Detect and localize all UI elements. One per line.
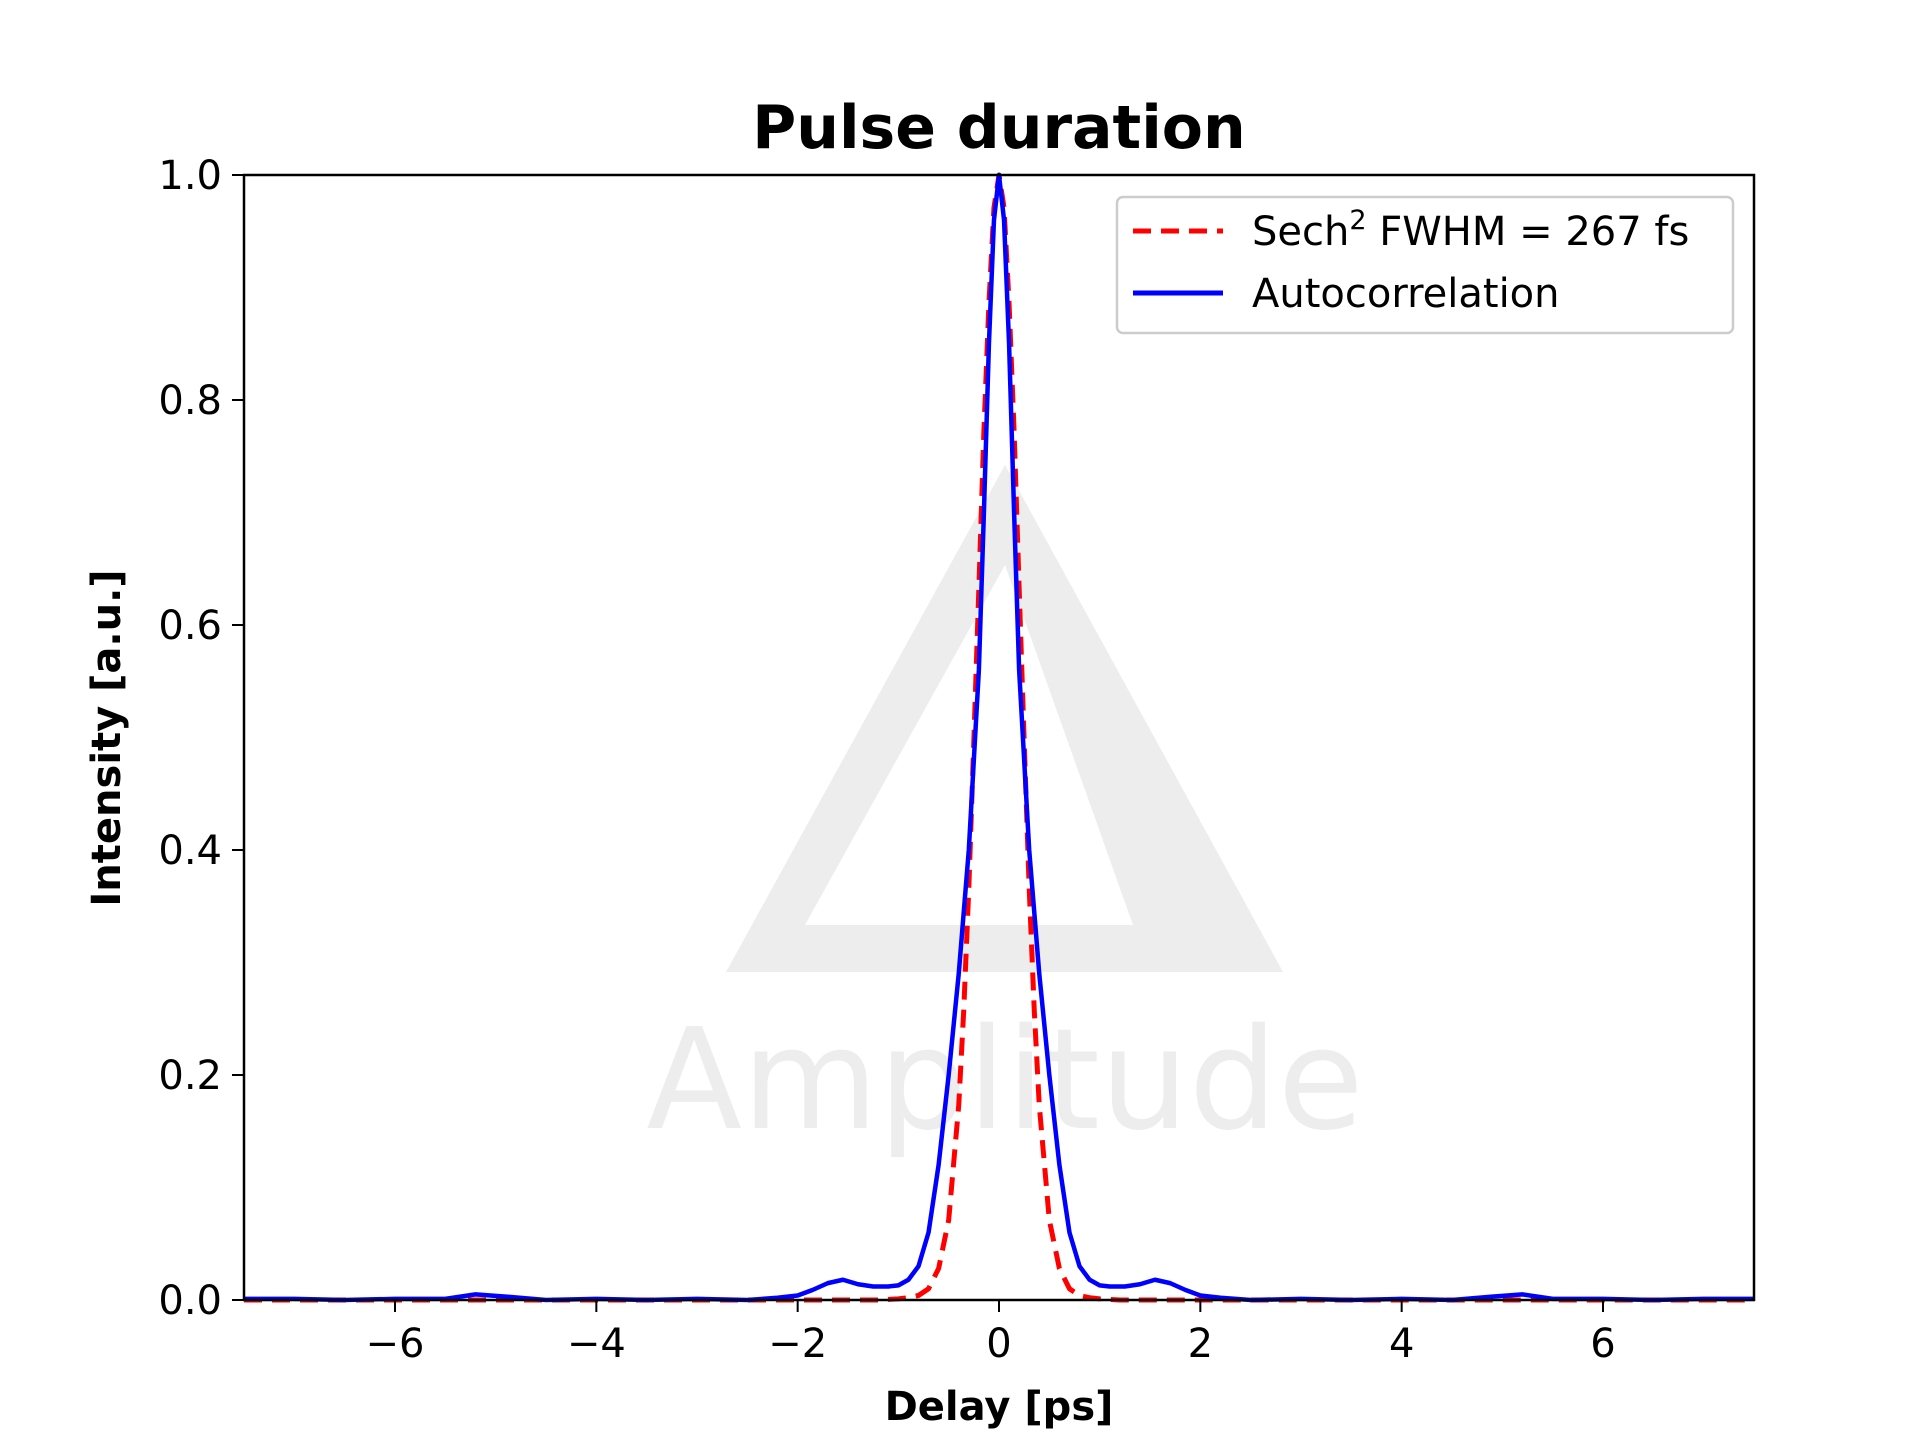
y-tick-label: 0.6 [158,603,222,649]
watermark-logo-icon [726,465,1283,972]
watermark: Amplitude [646,465,1364,1162]
y-tick-label: 1.0 [158,153,222,199]
x-tick-label: 2 [1188,1321,1213,1367]
y-tick-label: 0.8 [158,378,222,424]
legend-box [1115,195,1735,335]
y-tick-label: 0.0 [158,1278,222,1324]
x-tick-label: −4 [567,1321,626,1367]
x-tick-label: 6 [1590,1321,1615,1367]
legend-label-sech-main: Sech [1252,209,1349,255]
y-tick-label: 0.4 [158,828,222,874]
x-tick-label: −2 [768,1321,827,1367]
x-axis: −6 −4 −2 0 2 4 6 [366,1300,1616,1367]
x-tick-label: 4 [1389,1321,1414,1367]
chart-title: Pulse duration [752,93,1245,163]
watermark-text: Amplitude [646,999,1363,1162]
legend-label-sech-rest: FWHM = 267 fs [1367,209,1690,255]
y-tick-label: 0.2 [158,1053,222,1099]
legend: Sech2 FWHM = 267 fs Autocorrelation [1115,195,1735,335]
legend-label-sech: Sech2 FWHM = 267 fs [1252,205,1689,255]
x-axis-label: Delay [ps] [885,1384,1114,1430]
y-axis-label: Intensity [a.u.] [84,569,130,906]
y-axis: 0.0 0.2 0.4 0.6 0.8 1.0 [158,153,244,1324]
legend-label-sech-sup: 2 [1349,205,1366,236]
x-tick-label: −6 [366,1321,425,1367]
legend-label-autocorrelation: Autocorrelation [1252,271,1560,317]
x-tick-label: 0 [986,1321,1011,1367]
